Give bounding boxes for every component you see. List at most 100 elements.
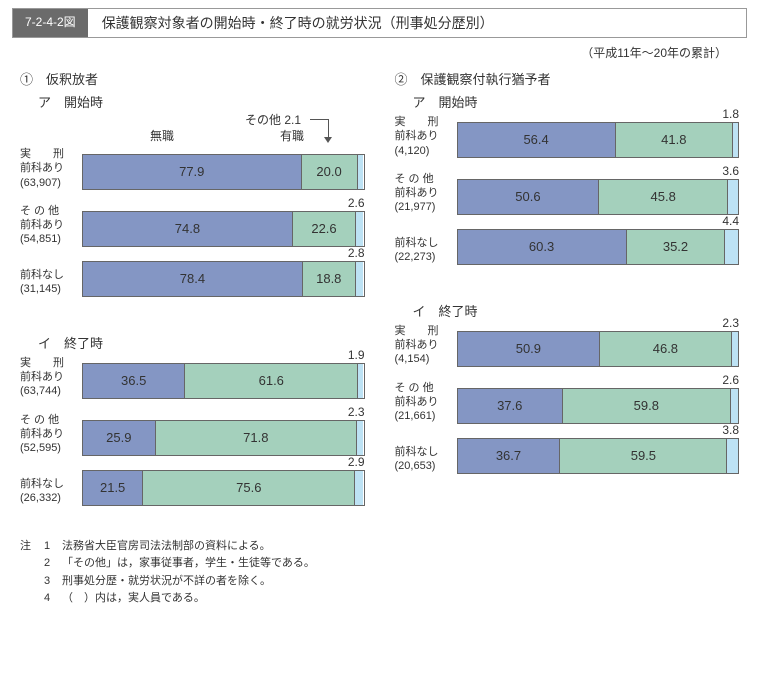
bar-row: 前科なし(31,145)2.878.418.8 [20,261,365,297]
chart-column: ① 仮釈放者ア 開始時無職有職その他 2.1実 刑前科あり(63,907)77.… [20,69,365,520]
chart-columns: ① 仮釈放者ア 開始時無職有職その他 2.1実 刑前科あり(63,907)77.… [12,69,747,520]
bar-category-label: 実 刑前科あり(4,154) [395,324,457,367]
footnote-head [20,590,44,608]
stacked-bar: 56.441.8 [457,122,740,158]
footnote-text: 法務省大臣官房司法法制部の資料による。 [62,538,271,556]
stacked-bar: 36.561.6 [82,363,365,399]
legend-row: 無職有職その他 2.1 [20,115,365,145]
segment-sonota [356,262,364,296]
segment-yushoku: 35.2 [627,230,726,264]
bar-wrap: 2.878.418.8 [82,261,365,297]
footnote-head: 注 [20,538,44,556]
bar-other-value: 1.9 [348,348,365,362]
bar-other-value: 2.6 [722,373,739,387]
segment-mushoku: 36.5 [83,364,185,398]
footnote-number: 2 [44,555,62,573]
segment-sonota [733,123,738,157]
bar-row: そ の 他前科あり(54,851)2.674.822.6 [20,204,365,247]
bar-other-value: 3.8 [722,423,739,437]
footnote-text: （ ）内は，実人員である。 [62,590,205,608]
segment-mushoku: 78.4 [83,262,303,296]
bar-row: 前科なし(22,273)4.460.335.2 [395,229,740,265]
figure-title: 保護観察対象者の開始時・終了時の就労状況（刑事処分歴別） [88,9,746,37]
bar-row: 前科なし(20,653)3.836.759.5 [395,438,740,474]
footnote-number: 3 [44,573,62,591]
bar-row: そ の 他前科あり(21,661)2.637.659.8 [395,381,740,424]
segment-sonota [728,180,738,214]
segment-sonota [356,212,363,246]
bar-wrap: 1.936.561.6 [82,363,365,399]
segment-mushoku: 50.9 [458,332,601,366]
legend-yushoku: 有職 [280,127,304,144]
footnote-number: 4 [44,590,62,608]
bar-wrap: 4.460.335.2 [457,229,740,265]
bar-wrap: 1.856.441.8 [457,122,740,158]
segment-mushoku: 74.8 [83,212,293,246]
stacked-bar: 37.659.8 [457,388,740,424]
segment-yushoku: 59.8 [563,389,731,423]
segment-mushoku: 37.6 [458,389,563,423]
segment-yushoku: 61.6 [185,364,358,398]
stacked-bar: 74.822.6 [82,211,365,247]
bar-row: 実 刑前科あり(4,154)2.350.946.8 [395,324,740,367]
segment-sonota [358,155,364,189]
figure-title-bar: 7-2-4-2図 保護観察対象者の開始時・終了時の就労状況（刑事処分歴別） [12,8,747,38]
stacked-bar: 78.418.8 [82,261,365,297]
bar-category-label: そ の 他前科あり(52,595) [20,413,82,456]
bar-category-label: 実 刑前科あり(4,120) [395,115,457,158]
bar-other-value: 2.6 [348,196,365,210]
bar-wrap: 2.350.946.8 [457,331,740,367]
segment-sonota [358,364,363,398]
bar-wrap: 77.920.0 [82,154,365,190]
segment-mushoku: 25.9 [83,421,156,455]
footnote-text: 刑事処分歴・就労状況が不詳の者を除く。 [62,573,271,591]
segment-sonota [731,389,738,423]
bar-category-label: そ の 他前科あり(21,977) [395,172,457,215]
segment-yushoku: 45.8 [599,180,727,214]
bar-category-label: 実 刑前科あり(63,744) [20,356,82,399]
panel-title: ② 保護観察付執行猶予者 [395,69,740,88]
bar-other-value: 2.8 [348,246,365,260]
section-label: ア 開始時 [413,92,740,111]
figure-number-tag: 7-2-4-2図 [13,9,88,37]
segment-mushoku: 50.6 [458,180,600,214]
bar-other-value: 4.4 [722,214,739,228]
segment-yushoku: 71.8 [156,421,357,455]
bar-wrap: 3.836.759.5 [457,438,740,474]
legend-sonota: その他 2.1 [245,111,301,128]
panel-title: ① 仮釈放者 [20,69,365,88]
bar-row: そ の 他前科あり(52,595)2.325.971.8 [20,413,365,456]
footnote-row: 3刑事処分歴・就労状況が不詳の者を除く。 [20,573,747,591]
footnote-head [20,555,44,573]
segment-yushoku: 75.6 [143,471,355,505]
stacked-bar: 50.946.8 [457,331,740,367]
bar-row: 実 刑前科あり(4,120)1.856.441.8 [395,115,740,158]
bar-wrap: 3.650.645.8 [457,179,740,215]
segment-yushoku: 59.5 [560,439,727,473]
bar-other-value: 2.3 [348,405,365,419]
segment-sonota [355,471,363,505]
bar-other-value: 2.3 [722,316,739,330]
stacked-bar: 25.971.8 [82,420,365,456]
figure-subtitle: （平成11年～20年の累計） [12,44,747,61]
stacked-bar: 50.645.8 [457,179,740,215]
segment-yushoku: 20.0 [302,155,358,189]
segment-sonota [727,439,738,473]
bar-category-label: 前科なし(20,653) [395,445,457,474]
section-label: イ 終了時 [413,301,740,320]
bar-category-label: そ の 他前科あり(54,851) [20,204,82,247]
bar-row: そ の 他前科あり(21,977)3.650.645.8 [395,172,740,215]
segment-mushoku: 60.3 [458,230,627,264]
footnote-row: 4（ ）内は，実人員である。 [20,590,747,608]
stacked-bar: 36.759.5 [457,438,740,474]
segment-yushoku: 41.8 [616,123,733,157]
footnote-row: 2「その他」は，家事従事者，学生・生徒等である。 [20,555,747,573]
chart-column: ② 保護観察付執行猶予者ア 開始時実 刑前科あり(4,120)1.856.441… [395,69,740,520]
bar-wrap: 2.325.971.8 [82,420,365,456]
stacked-bar: 60.335.2 [457,229,740,265]
bar-wrap: 2.674.822.6 [82,211,365,247]
stacked-bar: 77.920.0 [82,154,365,190]
bar-wrap: 2.921.575.6 [82,470,365,506]
segment-mushoku: 77.9 [83,155,302,189]
bar-wrap: 2.637.659.8 [457,388,740,424]
